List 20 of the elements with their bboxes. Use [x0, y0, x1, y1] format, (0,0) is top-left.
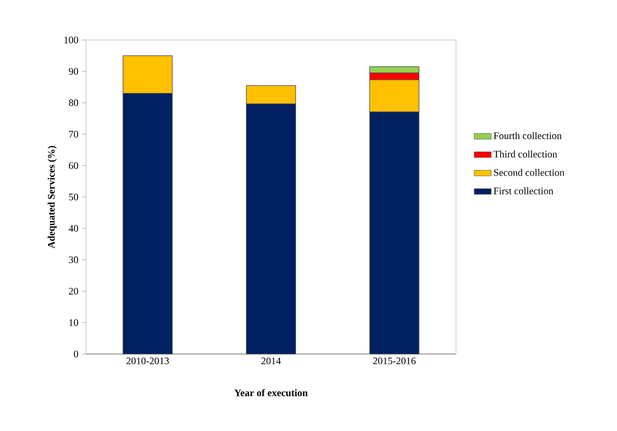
y-tick-label: 20	[68, 288, 78, 295]
y-tick-label: 60	[68, 162, 78, 169]
x-tick-label: 2010-2013	[126, 358, 169, 364]
x-tick-label: 2014	[261, 358, 281, 364]
x-tick-label: 2015-2016	[373, 358, 416, 364]
y-tick-label: 80	[68, 99, 78, 106]
y-tick-label: 50	[69, 194, 78, 200]
x-axis-title: Year of execution	[234, 389, 308, 396]
legend-label: Fourth collection	[494, 132, 562, 140]
y-tick-label: 40	[68, 225, 78, 232]
y-tick-label: 0	[74, 350, 78, 358]
y-axis-title: Adequated Services (%)	[48, 146, 57, 248]
legend-label: Second collection	[494, 168, 564, 176]
legend-label: Third collection	[494, 150, 558, 158]
y-tick-label: 10	[69, 319, 78, 326]
y-tick-label: 90	[68, 68, 78, 75]
legend-label: First collection	[494, 187, 554, 194]
y-tick-label: 30	[69, 256, 78, 264]
y-tick-label: 70	[69, 130, 78, 138]
y-tick-label: 100	[64, 36, 78, 44]
